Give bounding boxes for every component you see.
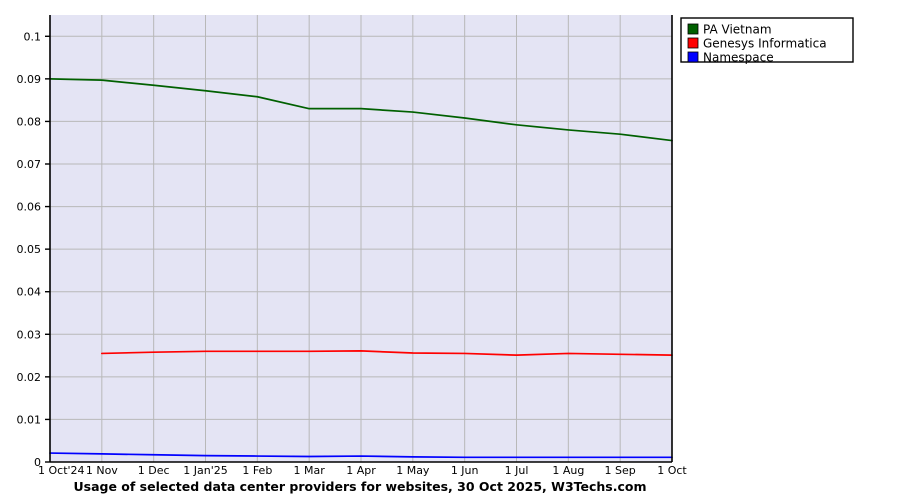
x-tick-label: 1 Nov xyxy=(86,464,118,477)
x-tick-label: 1 Jul xyxy=(505,464,529,477)
x-tick-label: 1 Mar xyxy=(294,464,326,477)
y-tick-label: 0.04 xyxy=(17,286,42,299)
y-tick-label: 0.03 xyxy=(17,328,42,341)
x-tick-label: 1 Jan'25 xyxy=(183,464,227,477)
y-tick-label: 0.07 xyxy=(17,158,42,171)
chart-caption: Usage of selected data center providers … xyxy=(73,479,646,494)
legend-label: Namespace xyxy=(703,51,774,65)
legend-label: PA Vietnam xyxy=(703,23,772,37)
series-line-genesys-informatica xyxy=(100,350,673,356)
x-tick-label: 1 Oct'24 xyxy=(38,464,85,477)
y-tick-label: 0.08 xyxy=(17,115,42,128)
y-tick-label: 0.05 xyxy=(17,243,42,256)
y-tick-label: 0.01 xyxy=(17,413,42,426)
y-tick-label: 0 xyxy=(34,456,41,469)
x-tick-label: 1 Apr xyxy=(346,464,376,477)
x-tick-label: 1 Feb xyxy=(242,464,272,477)
series-line-pa-vietnam xyxy=(49,78,673,142)
x-axis-labels: 1 Oct'24 1 Nov 1 Dec 1 Jan'25 1 Feb 1 Mar 1 Ap… xyxy=(38,464,687,477)
x-tick-label: 1 Oct xyxy=(657,464,687,477)
data-series-layer xyxy=(49,78,673,459)
y-axis-labels: 0 0.01 0.02 0.03 0.04 0.05 0.06 0.07 0.08 0.09 0.1 xyxy=(17,30,42,469)
y-tick-label: 0.09 xyxy=(17,73,42,86)
legend-label: Genesys Informatica xyxy=(703,37,827,51)
legend-swatch-icon xyxy=(687,23,699,35)
x-tick-label: 1 Sep xyxy=(605,464,636,477)
series-line-namespace xyxy=(49,452,673,459)
x-gridlines xyxy=(101,15,673,462)
legend-swatch-icon xyxy=(687,37,699,49)
y-tick-label: 0.06 xyxy=(17,201,42,214)
y-tick-label: 0.02 xyxy=(17,371,42,384)
x-tick-label: 1 Aug xyxy=(552,464,584,477)
legend-swatch-icon xyxy=(687,51,699,63)
x-tick-label: 1 Jun xyxy=(451,464,479,477)
y-tick-label: 0.1 xyxy=(24,30,42,43)
legend-box xyxy=(680,17,854,63)
x-tick-label: 1 Dec xyxy=(138,464,170,477)
x-tick-label: 1 May xyxy=(396,464,430,477)
